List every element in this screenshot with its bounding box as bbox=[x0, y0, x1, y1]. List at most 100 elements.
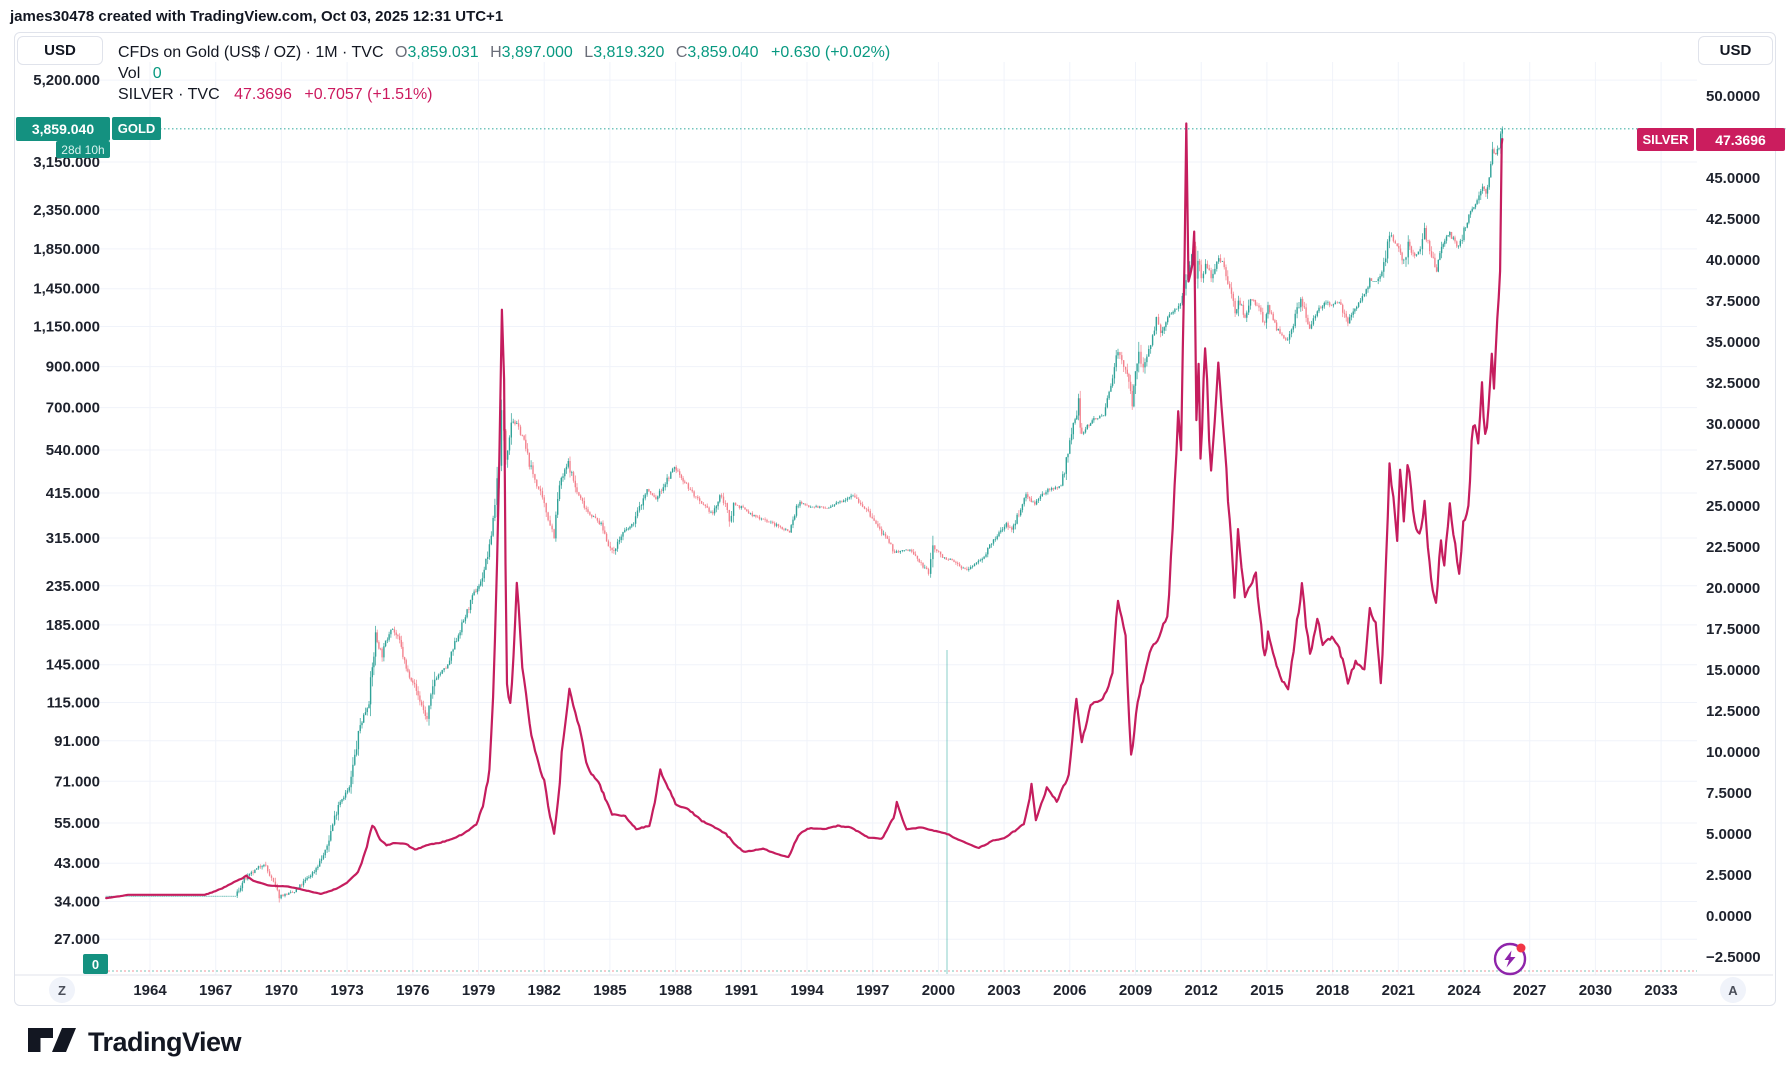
gold-axis-tick-label: 700.000 bbox=[46, 400, 100, 417]
gold-axis-tick-label: 1,150.000 bbox=[33, 319, 100, 336]
silver-legend-row[interactable]: SILVER · TVC 47.3696 +0.7057 (+1.51%) bbox=[118, 85, 890, 106]
year-axis-tick-label: 2033 bbox=[1644, 982, 1677, 999]
year-axis-tick-label: 1976 bbox=[396, 982, 429, 999]
gold-axis-tick-label: 55.000 bbox=[54, 815, 100, 832]
gold-symbol-label: CFDs on Gold (US$ / OZ) · 1M · TVC bbox=[118, 44, 384, 61]
silver-axis-tick-label: 2.5000 bbox=[1706, 867, 1752, 884]
chart-panel[interactable] bbox=[14, 32, 1776, 1006]
silver-value: 47.3696 bbox=[234, 86, 292, 103]
volume-legend-row[interactable]: Vol 0 bbox=[118, 64, 890, 85]
silver-symbol-label: SILVER · TVC bbox=[118, 86, 220, 103]
low-key: L bbox=[584, 44, 594, 61]
silver-axis-tick-label: 17.5000 bbox=[1706, 621, 1760, 638]
close-key: C bbox=[675, 44, 688, 61]
high-value: 3,897.000 bbox=[501, 44, 573, 61]
gold-bar-countdown: 28d 10h bbox=[56, 141, 110, 158]
year-axis-tick-label: 2027 bbox=[1513, 982, 1546, 999]
silver-axis-tick-label: 27.5000 bbox=[1706, 457, 1760, 474]
open-key: O bbox=[394, 44, 408, 61]
gold-price-badge: 3,859.040 bbox=[16, 117, 110, 141]
year-axis-tick-label: 1991 bbox=[725, 982, 758, 999]
gold-axis-tick-label: 115.000 bbox=[47, 695, 100, 712]
year-axis-tick-label: 1988 bbox=[659, 982, 692, 999]
silver-axis-tick-label: 32.5000 bbox=[1706, 375, 1760, 392]
silver-axis-tick-label: 40.0000 bbox=[1706, 252, 1760, 269]
year-axis-tick-label: 2009 bbox=[1119, 982, 1152, 999]
silver-axis-tick-label: 25.0000 bbox=[1706, 498, 1760, 515]
year-axis-tick-label: 2018 bbox=[1316, 982, 1349, 999]
silver-axis-tick-label: −2.5000 bbox=[1706, 949, 1761, 966]
volume-label: Vol bbox=[118, 65, 141, 82]
year-axis-tick-label: 2030 bbox=[1579, 982, 1612, 999]
silver-axis-tick-label: 7.5000 bbox=[1706, 785, 1752, 802]
gold-axis-tick-label: 1,850.000 bbox=[33, 241, 100, 258]
silver-axis-tick-label: 20.0000 bbox=[1706, 580, 1760, 597]
legend[interactable]: CFDs on Gold (US$ / OZ) · 1M · TVC O3,85… bbox=[118, 43, 890, 106]
gold-candle-wicks-up bbox=[236, 126, 1503, 900]
left-currency-button[interactable]: USD bbox=[17, 36, 103, 65]
year-axis-tick-label: 2015 bbox=[1250, 982, 1283, 999]
gold-change: +0.630 (+0.02%) bbox=[771, 44, 891, 61]
gold-legend-row[interactable]: CFDs on Gold (US$ / OZ) · 1M · TVC O3,85… bbox=[118, 43, 890, 64]
gold-axis-tick-label: 145.000 bbox=[46, 657, 100, 674]
silver-axis-tick-label: 5.0000 bbox=[1706, 826, 1752, 843]
close-value: 3,859.040 bbox=[687, 44, 759, 61]
gold-candle-bodies-up bbox=[105, 128, 1503, 899]
silver-axis-tick-label: 22.5000 bbox=[1706, 539, 1760, 556]
gold-axis-tick-label: 91.000 bbox=[54, 733, 100, 750]
gold-axis-tick-label: 27.000 bbox=[54, 931, 100, 948]
silver-axis-tick-label: 15.0000 bbox=[1706, 662, 1760, 679]
year-axis-tick-label: 1994 bbox=[790, 982, 824, 999]
year-axis-tick-label: 2003 bbox=[987, 982, 1020, 999]
year-axis-tick-label: 2000 bbox=[922, 982, 955, 999]
lightning-icon bbox=[1504, 950, 1516, 968]
gold-candle-wicks-down bbox=[245, 147, 1497, 903]
gold-axis-tick-label: 315.000 bbox=[46, 530, 100, 547]
creator-credit: james30478 created with TradingView.com,… bbox=[10, 8, 504, 25]
gold-axis-tick-label: 1,450.000 bbox=[33, 281, 100, 298]
silver-axis-tick-label: 45.0000 bbox=[1706, 170, 1760, 187]
gold-series-tag: GOLD bbox=[112, 117, 161, 140]
silver-axis-tick-label: 35.0000 bbox=[1706, 334, 1760, 351]
tradingview-logo-icon bbox=[28, 1028, 76, 1052]
silver-series-tag: SILVER bbox=[1637, 128, 1694, 151]
year-axis-tick-label: 2021 bbox=[1382, 982, 1415, 999]
year-axis-tick-label: 1964 bbox=[133, 982, 167, 999]
silver-axis-tick-label: 0.0000 bbox=[1706, 908, 1752, 925]
gold-axis-tick-label: 2,350.000 bbox=[33, 202, 100, 219]
gold-axis-tick-label: 5,200.000 bbox=[33, 72, 100, 89]
gold-axis-tick-label: 71.000 bbox=[54, 773, 100, 790]
year-axis-tick-label: 2012 bbox=[1185, 982, 1218, 999]
silver-axis-tick-label: 30.0000 bbox=[1706, 416, 1760, 433]
year-axis-tick-label: 1979 bbox=[462, 982, 495, 999]
timezone-button[interactable]: Z bbox=[49, 977, 75, 1003]
silver-axis-tick-label: 37.5000 bbox=[1706, 293, 1760, 310]
gold-axis-tick-label: 235.000 bbox=[46, 578, 100, 595]
volume-zero-badge: 0 bbox=[83, 954, 108, 974]
year-axis-tick-label: 1985 bbox=[593, 982, 626, 999]
silver-line-series bbox=[105, 122, 1504, 900]
year-axis-tick-label: 1967 bbox=[199, 982, 232, 999]
silver-price-badge: 47.3696 bbox=[1696, 128, 1785, 151]
gold-axis-tick-label: 34.000 bbox=[54, 894, 100, 911]
year-axis-tick-label: 1997 bbox=[856, 982, 889, 999]
year-axis-tick-label: 2024 bbox=[1447, 982, 1481, 999]
open-value: 3,859.031 bbox=[407, 44, 479, 61]
silver-axis-tick-label: 12.5000 bbox=[1706, 703, 1760, 720]
notification-dot bbox=[1516, 943, 1526, 953]
quick-alert-fab[interactable] bbox=[1490, 938, 1530, 978]
volume-value: 0 bbox=[152, 65, 162, 82]
footer-brand[interactable]: TradingView bbox=[28, 1024, 242, 1060]
year-axis-tick-label: 1970 bbox=[265, 982, 298, 999]
year-axis-tick-label: 2006 bbox=[1053, 982, 1086, 999]
gold-axis-tick-label: 43.000 bbox=[54, 855, 100, 872]
gold-axis-tick-label: 415.000 bbox=[46, 485, 100, 502]
silver-axis-tick-label: 42.5000 bbox=[1706, 211, 1760, 228]
tradingview-logo-text: TradingView bbox=[88, 1026, 242, 1057]
year-axis-tick-label: 1982 bbox=[528, 982, 561, 999]
right-currency-button[interactable]: USD bbox=[1698, 36, 1773, 65]
auto-scale-button[interactable]: A bbox=[1720, 977, 1746, 1003]
silver-change: +0.7057 (+1.51%) bbox=[304, 86, 433, 103]
high-key: H bbox=[490, 44, 502, 61]
